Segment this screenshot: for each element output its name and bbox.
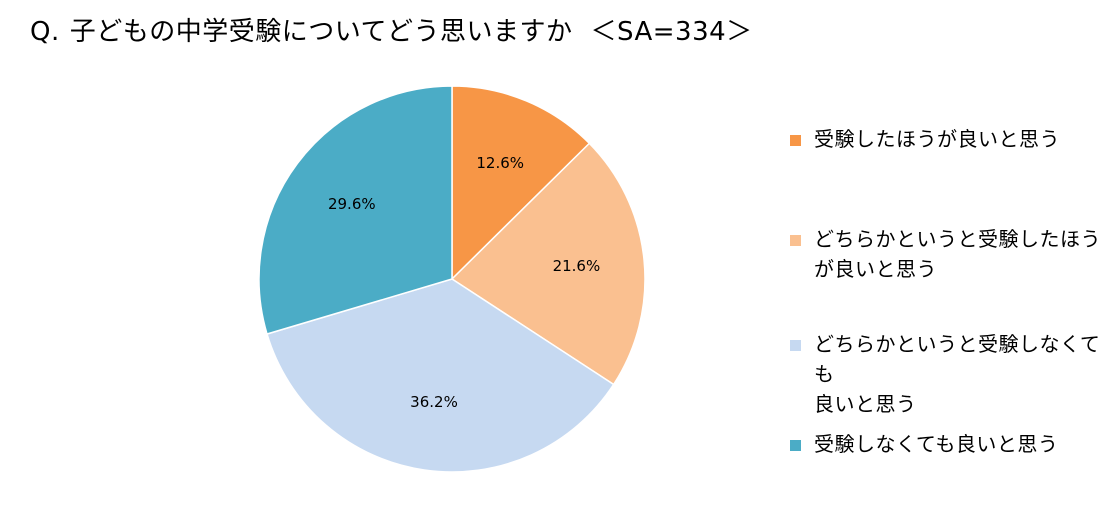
legend-label-3-line2: 良いと思う (814, 392, 917, 416)
legend-label-2-line2: が良いと思う (814, 257, 937, 281)
title-sample-size: ＜SA=334＞ (590, 17, 753, 47)
legend-swatch-1 (790, 135, 801, 146)
title-question: 子どもの中学受験についてどう思いますか (69, 17, 573, 47)
pie-slice-1 (451, 85, 591, 281)
legend-swatch-3 (790, 340, 801, 351)
legend-label-1: 受験したほうが良いと思う (814, 124, 1114, 154)
legend-swatch-2 (790, 235, 801, 246)
legend-label-1-line1: 受験したほうが良いと思う (814, 127, 1060, 151)
legend-label-4: 受験しなくても良いと思う (814, 429, 1114, 459)
data-label-4: 29.6% (328, 195, 376, 213)
pie-slice-2 (450, 142, 646, 386)
legend-label-3: どちらかというと受験しなくても良いと思う (814, 329, 1114, 419)
pie-data-labels: 12.6% 21.6% 36.2% 29.6% (328, 154, 600, 411)
legend-label-3-line1: どちらかというと受験しなくても (814, 332, 1101, 386)
data-label-3: 36.2% (410, 393, 458, 411)
legend-label-2: どちらかというと受験したほう が良いと思う (814, 224, 1114, 284)
data-label-1: 12.6% (476, 154, 524, 172)
title-prefix: Q. (30, 17, 60, 47)
pie-slice-4 (258, 85, 453, 335)
legend-label-4-line1: 受験しなくても良いと思う (814, 432, 1059, 456)
pie-slices (258, 85, 646, 473)
chart-title: Q. 子どもの中学受験についてどう思いますか ＜SA=334＞ (30, 12, 753, 52)
legend-swatch-4 (790, 440, 801, 451)
pie-slice-3 (266, 278, 615, 473)
data-label-2: 21.6% (553, 257, 601, 275)
legend-label-2-line1: どちらかというと受験したほう (814, 227, 1101, 251)
